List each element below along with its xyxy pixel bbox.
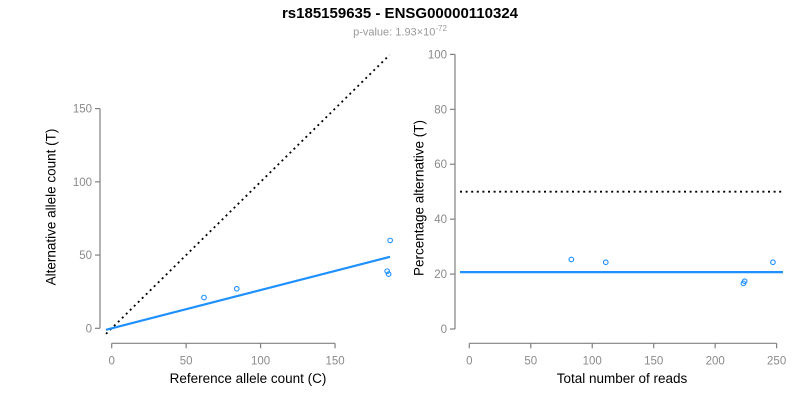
y-tick-label: 50 [79,250,92,262]
x-tick-label: 50 [180,356,193,368]
data-point [387,237,393,244]
data-point [602,259,609,266]
x-tick-label: 100 [583,356,602,368]
identity-line [105,54,391,335]
pvalue-text: p-value: 1.93×10 [353,26,436,39]
y-tick-label: 20 [434,269,447,281]
y-tick-label: 60 [434,159,447,171]
y-tick-label: 100 [73,177,92,189]
data-point [201,294,207,301]
right-y-axis-title: Percentage alternative (T) [411,119,427,277]
x-tick-label: 150 [644,356,663,368]
x-tick-label: 50 [524,356,537,368]
data-point [568,256,575,263]
fit-line [105,255,391,331]
data-point [385,271,392,277]
data-point [384,268,391,275]
y-tick-label: 150 [73,104,92,116]
x-tick-label: 0 [466,356,472,368]
data-point [770,259,776,266]
x-tick-label: 0 [108,356,114,368]
data-point [740,280,747,287]
y-tick-label: 0 [441,324,447,336]
x-tick-label: 200 [706,356,725,368]
y-tick-label: 0 [86,323,92,335]
x-tick-label: 250 [767,356,786,368]
left-x-axis-title: Reference allele count (C) [169,371,327,386]
figure-subtitle: p-value: 1.93×10-72 [0,24,800,39]
y-tick-label: 40 [434,214,447,226]
x-tick-label: 150 [325,356,344,368]
pvalue-exponent: -72 [435,24,447,33]
y-tick-label: 100 [428,49,447,61]
left-y-axis-title: Alternative allele count (T) [43,128,59,286]
x-tick-label: 100 [251,356,270,368]
figure-title: rs185159635 - ENSG00000110324 [281,5,519,22]
y-tick-label: 80 [434,104,447,116]
right-x-axis-title: Total number of reads [556,371,688,386]
data-point [233,285,240,292]
